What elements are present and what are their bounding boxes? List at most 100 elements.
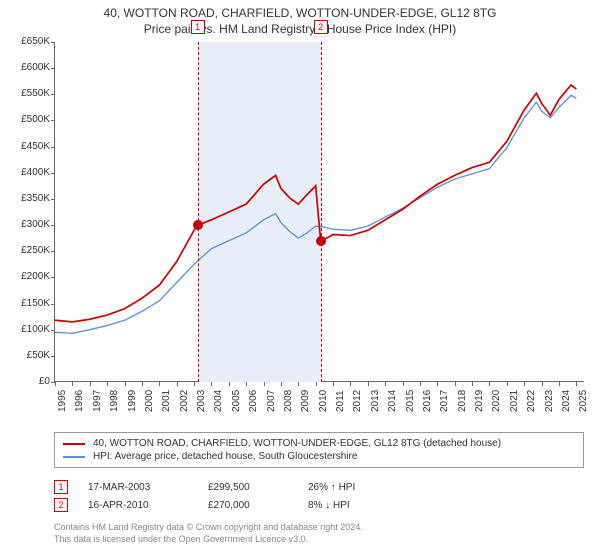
y-axis-label: £650K	[6, 36, 50, 47]
y-axis-label: £550K	[6, 88, 50, 99]
y-axis-label: £100K	[6, 324, 50, 335]
chart-area: 12 £0£50K£100K£150K£200K£250K£300K£350K£…	[54, 42, 584, 402]
x-tick	[455, 382, 456, 386]
y-axis-label: £150K	[6, 298, 50, 309]
x-axis-label: 2007	[266, 390, 277, 412]
x-axis-label: 2014	[387, 390, 398, 412]
x-tick	[316, 382, 317, 386]
x-axis-label: 2022	[526, 390, 537, 412]
x-axis-label: 1997	[92, 390, 103, 412]
sales-table: 1 17-MAR-2003 £299,500 26% ↑ HPI 2 16-AP…	[54, 478, 408, 514]
x-tick	[350, 382, 351, 386]
title-address: 40, WOTTON ROAD, CHARFIELD, WOTTON-UNDER…	[0, 6, 600, 20]
chart-container: 40, WOTTON ROAD, CHARFIELD, WOTTON-UNDER…	[0, 0, 600, 560]
x-axis-label: 2015	[405, 390, 416, 412]
x-tick	[507, 382, 508, 386]
y-axis-label: £500K	[6, 114, 50, 125]
x-axis-label: 2004	[213, 390, 224, 412]
event-marker: 2	[314, 20, 328, 34]
x-tick	[246, 382, 247, 386]
x-tick	[385, 382, 386, 386]
y-axis-label: £400K	[6, 167, 50, 178]
x-tick	[333, 382, 334, 386]
sale-row: 1 17-MAR-2003 £299,500 26% ↑ HPI	[54, 478, 408, 496]
x-tick	[559, 382, 560, 386]
y-axis-label: £450K	[6, 141, 50, 152]
x-tick	[472, 382, 473, 386]
x-tick	[524, 382, 525, 386]
x-tick	[90, 382, 91, 386]
x-axis-label: 2016	[422, 390, 433, 412]
footer-attribution: Contains HM Land Registry data © Crown c…	[54, 522, 363, 545]
y-tick	[51, 120, 55, 121]
x-tick	[211, 382, 212, 386]
x-tick	[177, 382, 178, 386]
x-axis-label: 1995	[57, 390, 68, 412]
y-axis-label: £600K	[6, 62, 50, 73]
x-axis-label: 2019	[474, 390, 485, 412]
x-axis-label: 1999	[127, 390, 138, 412]
series-line-property	[55, 85, 576, 322]
x-tick	[194, 382, 195, 386]
y-axis-label: £350K	[6, 193, 50, 204]
x-tick	[281, 382, 282, 386]
event-line	[321, 42, 322, 382]
x-axis-label: 2000	[144, 390, 155, 412]
x-tick	[107, 382, 108, 386]
y-tick	[51, 173, 55, 174]
x-axis-label: 2010	[318, 390, 329, 412]
x-tick	[142, 382, 143, 386]
x-tick	[298, 382, 299, 386]
x-axis-label: 2017	[439, 390, 450, 412]
y-tick	[51, 199, 55, 200]
sale-point-icon	[193, 220, 203, 230]
x-axis-label: 2009	[300, 390, 311, 412]
x-axis-label: 2005	[231, 390, 242, 412]
x-axis-label: 2003	[196, 390, 207, 412]
x-tick	[542, 382, 543, 386]
x-tick	[159, 382, 160, 386]
x-axis-label: 2012	[352, 390, 363, 412]
sale-badge-icon: 1	[54, 480, 68, 494]
sale-price: £270,000	[208, 500, 308, 511]
x-axis-label: 2013	[370, 390, 381, 412]
y-axis-label: £200K	[6, 271, 50, 282]
x-tick	[72, 382, 73, 386]
x-axis-label: 2008	[283, 390, 294, 412]
title-block: 40, WOTTON ROAD, CHARFIELD, WOTTON-UNDER…	[0, 0, 600, 36]
sale-point-icon	[316, 236, 326, 246]
event-marker: 1	[191, 20, 205, 34]
y-axis-label: £0	[6, 376, 50, 387]
y-tick	[51, 304, 55, 305]
sale-date: 17-MAR-2003	[88, 482, 208, 493]
legend-item-hpi: HPI: Average price, detached house, Sout…	[63, 450, 575, 463]
x-axis-label: 1998	[109, 390, 120, 412]
plot-region: 12	[54, 42, 584, 382]
y-tick	[51, 68, 55, 69]
legend-swatch-icon	[63, 443, 85, 445]
footer-line: Contains HM Land Registry data © Crown c…	[54, 522, 363, 534]
x-tick	[55, 382, 56, 386]
series-line-hpi	[55, 95, 576, 333]
sale-badge-icon: 2	[54, 498, 68, 512]
y-tick	[51, 42, 55, 43]
y-tick	[51, 277, 55, 278]
y-tick	[51, 147, 55, 148]
x-axis-label: 2024	[561, 390, 572, 412]
y-tick	[51, 225, 55, 226]
x-tick	[229, 382, 230, 386]
x-axis-label: 2002	[179, 390, 190, 412]
x-tick	[368, 382, 369, 386]
x-axis-label: 2018	[457, 390, 468, 412]
sale-delta: 26% ↑ HPI	[308, 482, 408, 493]
x-tick	[420, 382, 421, 386]
legend-box: 40, WOTTON ROAD, CHARFIELD, WOTTON-UNDER…	[54, 432, 584, 468]
x-tick	[403, 382, 404, 386]
x-axis-label: 2001	[161, 390, 172, 412]
y-axis-label: £300K	[6, 219, 50, 230]
x-tick	[576, 382, 577, 386]
legend-label: 40, WOTTON ROAD, CHARFIELD, WOTTON-UNDER…	[93, 438, 501, 449]
x-axis-label: 1996	[74, 390, 85, 412]
x-tick	[489, 382, 490, 386]
x-tick	[125, 382, 126, 386]
